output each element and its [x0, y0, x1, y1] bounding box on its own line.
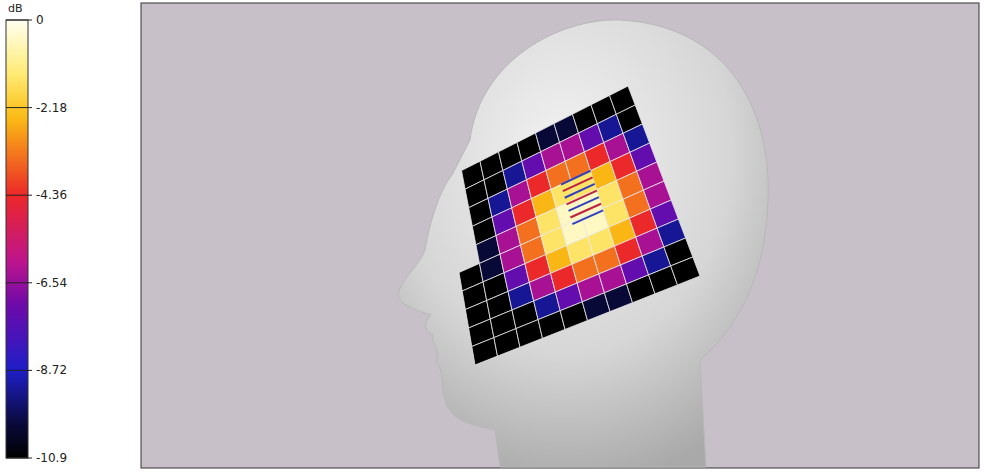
colorbar-tick-label: -10.9 — [36, 451, 67, 465]
colorbar-tick — [6, 370, 32, 371]
device-stripe — [567, 191, 597, 205]
heatmap-cell — [516, 320, 543, 348]
head-model — [398, 20, 768, 467]
colorbar-tick — [6, 282, 32, 283]
colorbar-tick — [6, 20, 32, 21]
device-stripe — [570, 204, 601, 218]
view-panel — [141, 3, 979, 468]
colorbar-tick — [6, 458, 32, 459]
heatmap-cell — [671, 257, 700, 285]
colorbar-tick-label: -4.36 — [36, 188, 67, 202]
device-stripe — [563, 177, 593, 191]
device-outline — [561, 171, 603, 224]
device-stripe — [565, 184, 595, 198]
figure: dB 0 -2.18 -4.36 -6.54 -8.72 -10.9 — [0, 0, 984, 472]
colorbar-tick-label: -8.72 — [36, 363, 67, 377]
colorbar-tick-label: -2.18 — [36, 101, 67, 115]
device-stripe — [561, 171, 591, 185]
heatmap-cell — [494, 329, 520, 357]
device-stripe — [572, 210, 603, 224]
colorbar-tick-label: 0 — [36, 13, 44, 27]
colorbar-tick — [6, 107, 32, 108]
heatmap-cells — [459, 86, 700, 365]
colorbar — [6, 20, 28, 458]
colorbar-tick-label: -6.54 — [36, 276, 67, 290]
device-stripe — [569, 197, 599, 211]
colorbar-label: dB — [8, 2, 23, 15]
colorbar-tick — [6, 195, 32, 196]
heatmap-cell — [472, 338, 498, 365]
